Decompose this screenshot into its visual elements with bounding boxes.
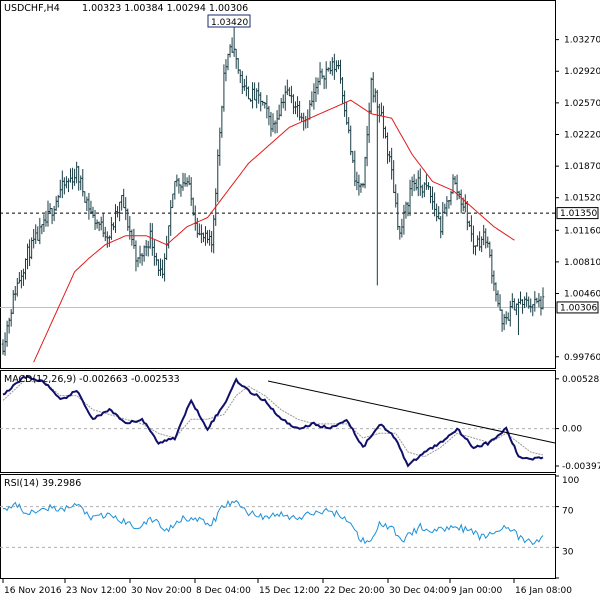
time-axis-label: 9 Jan 00:00 xyxy=(451,586,503,596)
rsi-panel: 100 70 30 RSI(14) 39.2986 xyxy=(0,474,579,579)
price-bars xyxy=(1,26,545,356)
current-price-tag-text: 1.00306 xyxy=(560,303,597,313)
peak-label: 1.03420 xyxy=(211,18,248,28)
time-axis-label: 23 Nov 12:00 xyxy=(66,586,127,596)
rsi-line xyxy=(2,499,544,546)
price-y-tick-label: 1.02570 xyxy=(564,99,600,109)
price-y-tick-label: 1.02920 xyxy=(564,67,600,77)
time-axis-label: 16 Nov 2016 xyxy=(4,586,62,596)
price-panel: 1.03270 1.02920 1.02570 1.02220 1.01870 1.015… xyxy=(0,0,600,369)
time-axis-label: 15 Dec 12:00 xyxy=(259,586,320,596)
current-price-tag xyxy=(556,301,599,314)
macd-panel-frame xyxy=(0,370,556,473)
time-axis-label: 16 Jan 08:00 xyxy=(515,586,572,596)
price-panel-frame xyxy=(0,0,556,369)
price-y-tick-label: 1.00460 xyxy=(564,290,600,300)
time-axis-label: 30 Nov 20:00 xyxy=(131,586,192,596)
rsi-label: RSI(14) 39.2986 xyxy=(4,478,81,489)
time-axis-label: 30 Dec 04:00 xyxy=(389,586,450,596)
rsi-y-tick-label: 100 xyxy=(562,476,579,486)
macd-trend-line xyxy=(267,380,556,444)
price-y-tick-label: 1.02220 xyxy=(564,130,600,140)
symbol-label: USDCHF,H4 xyxy=(4,3,60,14)
macd-y-tick-label: 0.00 xyxy=(562,425,582,435)
macd-label: MACD(12,26,9) -0.002663 -0.002533 xyxy=(4,374,180,385)
macd-y-tick-label: 0.005285 xyxy=(562,375,600,385)
macd-y-tick-label: -0.003976 xyxy=(562,462,600,472)
marked-level-tag xyxy=(556,207,599,220)
macd-signal-line xyxy=(2,381,544,458)
rsi-y-tick-label: 70 xyxy=(562,507,574,517)
macd-main-line xyxy=(2,375,544,468)
rsi-panel-frame xyxy=(0,474,556,579)
macd-panel: 0.005285 0.00 -0.003976 MACD(12,26,9) -0.0… xyxy=(0,370,600,473)
moving-average-line xyxy=(33,99,515,363)
time-axis-label: 22 Dec 20:00 xyxy=(324,586,385,596)
price-bar xyxy=(541,287,545,310)
price-y-axis: 1.03270 1.02920 1.02570 1.02220 1.01870 1.015… xyxy=(555,36,600,363)
ohlc-label: 1.00323 1.00384 1.00294 1.00306 xyxy=(82,3,248,14)
macd-y-axis: 0.005285 0.00 -0.003976 xyxy=(555,375,600,472)
price-y-tick-label: 1.03270 xyxy=(564,36,600,46)
peak-label-box xyxy=(207,14,251,28)
time-axis-label: 8 Dec 04:00 xyxy=(196,586,251,596)
time-axis: 16 Nov 2016 23 Nov 12:00 30 Nov 20:00 8 Dec… xyxy=(2,578,572,596)
rsi-y-axis: 100 70 30 xyxy=(555,475,579,579)
price-y-tick-label: 1.01160 xyxy=(564,226,600,236)
price-y-tick-label: 0.99760 xyxy=(564,353,600,363)
price-y-tick-label: 1.01520 xyxy=(564,194,600,204)
price-y-tick-label: 1.00810 xyxy=(564,258,600,268)
rsi-y-tick-label: 30 xyxy=(562,547,574,557)
price-y-tick-label: 1.01870 xyxy=(564,162,600,172)
marked-level-tag-text: 1.01350 xyxy=(560,209,597,219)
